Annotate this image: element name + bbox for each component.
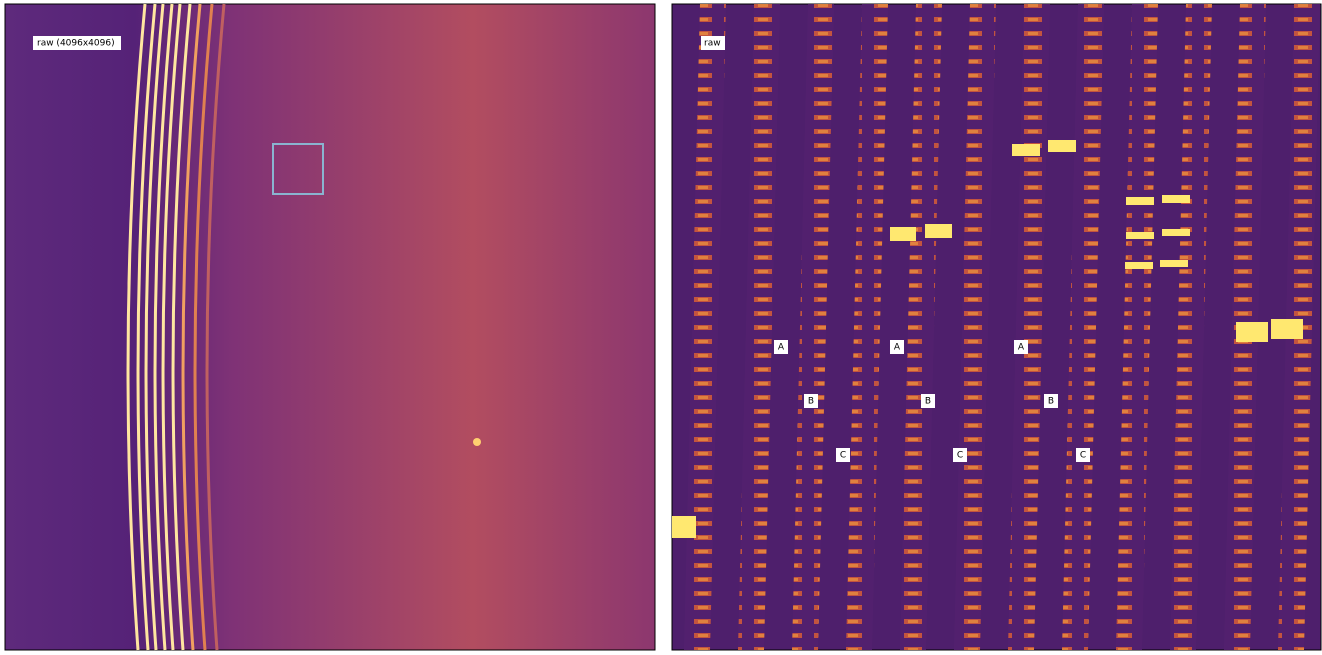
marker-label: A [1018,343,1025,353]
marker-label: C [957,451,963,461]
marker-label: C [1080,451,1086,461]
image-raw [5,4,655,650]
page: {"panels":[{"label":"raw (4096x4096)"},{… [0,0,1322,651]
left-panel: raw (4096x4096) [5,4,655,650]
spot [473,438,481,446]
panel-label: raw [704,39,721,49]
marker-label: A [894,343,901,353]
marker-label: B [808,397,814,407]
figure: raw (4096x4096) raw A B C A B C A B C [0,0,1322,651]
right-panel: raw A B C A B C A B C [672,4,1321,650]
marker-label: C [840,451,846,461]
marker-label: B [925,397,931,407]
marker-label: A [778,343,785,353]
panel-label: raw (4096x4096) [37,39,115,49]
marker-label: B [1048,397,1054,407]
